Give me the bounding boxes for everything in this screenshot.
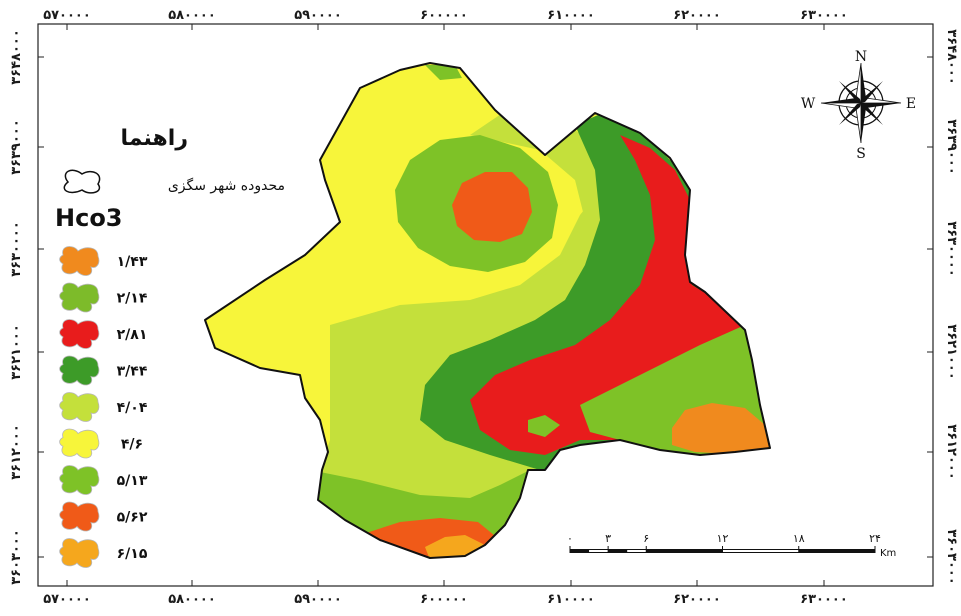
legend-swatch [59,465,100,495]
scale-bar-segment [589,550,609,552]
legend-class-label: ۳/۴۴ [117,364,148,380]
legend-boundary-label: محدوده شهر سگزی [168,177,285,194]
legend-variable: Hco3 [55,204,123,232]
compass-w: W [801,96,816,112]
legend-class-label: ۶/۱۵ [117,546,148,562]
y-tick-label-left: ۳۶۲۱۰۰۰ [9,324,24,380]
x-tick-label-bottom: ۵۹۰۰۰۰ [294,592,342,607]
legend-class-label: ۴/۰۴ [117,400,148,416]
city-boundary [204,62,771,559]
legend-swatch [59,246,100,276]
compass-e: E [906,96,916,112]
y-tick-label-right: ۳۶۰۳۰۰۰ [944,529,959,585]
legend-class-label: ۱/۴۳ [117,254,148,270]
scale-unit: Km [880,548,896,559]
y-tick-label-left: ۳۶۳۰۰۰۰ [9,221,24,277]
coordinate-ticks: ۵۷۰۰۰۰ ۵۷۰۰۰۰ ۵۸۰۰۰۰ ۵۸۰۰۰۰ ۵۹۰۰۰۰ ۵۹۰۰۰۰ ۶۰۰۰… [9,8,959,607]
legend-swatch [59,319,100,349]
y-tick-label-right: ۳۶۲۱۰۰۰ [944,324,959,380]
x-tick-label-bottom: ۵۷۰۰۰۰ [43,592,91,607]
y-tick-label-right: ۳۶۳۰۰۰۰ [944,221,959,277]
legend-class-list: ۱/۴۳ ۲/۱۴ ۲/۸۱ ۳/۴۴ ۴/۰۴ ۴/۶ ۵/۱۳ ۵/۶۲ ۶/۱۵ [59,246,148,568]
legend-class-label: ۲/۱۴ [117,291,148,307]
zone-upper-4-04 [470,108,620,290]
legend-swatch [59,538,100,568]
x-tick-label-top: ۶۳۰۰۰۰ [800,8,848,23]
scale-label: ۳ [605,532,611,545]
compass-rose-icon: N S E W [801,49,916,162]
legend-swatch [59,501,100,532]
scale-label: ۰ [567,532,573,545]
zone-hook-5-13 [528,415,560,437]
scale-label: ۲۴ [869,532,881,545]
compass-s: S [856,146,866,162]
zone-north-5-62 [452,172,532,242]
scale-label: ۱۸ [793,532,805,545]
y-tick-label-right: ۳۶۳۹۰۰۰ [944,119,959,175]
y-tick-label-right: ۳۶۴۸۰۰۰ [944,29,959,85]
x-tick-label-top: ۵۷۰۰۰۰ [43,8,91,23]
x-tick-label-top: ۶۱۰۰۰۰ [547,8,595,23]
legend-class-label: ۵/۶۲ [117,510,148,526]
x-tick-label-bottom: ۶۰۰۰۰۰ [420,592,468,607]
x-tick-label-bottom: ۶۲۰۰۰۰ [673,592,721,607]
x-tick-label-bottom: ۶۱۰۰۰۰ [547,592,595,607]
zone-east-1-43 [672,403,770,454]
compass-n: N [855,49,867,65]
y-tick-label-left: ۳۶۳۹۰۰۰ [9,119,24,175]
scale-bar-segment [722,550,799,552]
scale-label: ۱۲ [717,532,729,545]
legend-class-label: ۵/۱۳ [117,473,148,489]
legend-swatch [59,355,100,386]
legend-swatch [59,392,100,422]
boundary-swatch-icon [63,169,101,194]
scale-label: ۶ [643,532,649,545]
legend-class-label: ۲/۸۱ [117,327,148,343]
zone-top-5-13 [425,65,462,80]
x-tick-label-top: ۵۸۰۰۰۰ [168,8,216,23]
legend-swatch [59,428,100,459]
y-tick-label-left: ۳۶۰۳۰۰۰ [9,529,24,585]
y-tick-label-right: ۳۶۱۲۰۰۰ [944,424,959,480]
legend-class-label: ۴/۶ [121,437,143,453]
x-tick-label-bottom: ۵۸۰۰۰۰ [168,592,216,607]
y-tick-label-left: ۳۶۴۸۰۰۰ [9,29,24,85]
x-tick-label-top: ۶۲۰۰۰۰ [673,8,721,23]
scale-bar: ۰ ۳ ۶ ۱۲ ۱۸ ۲۴ Km [567,532,896,559]
legend-title: راهنما [121,126,188,151]
y-tick-label-left: ۳۶۱۲۰۰۰ [9,424,24,480]
x-tick-label-bottom: ۶۳۰۰۰۰ [800,592,848,607]
legend-swatch [59,282,100,313]
scale-bar-segment [627,550,647,552]
x-tick-label-top: ۵۹۰۰۰۰ [294,8,342,23]
x-tick-label-top: ۶۰۰۰۰۰ [420,8,468,23]
legend: راهنما محدوده شهر سگزی Hco3 ۱/۴۳ ۲/۱۴ ۲/۸۱… [55,126,285,568]
